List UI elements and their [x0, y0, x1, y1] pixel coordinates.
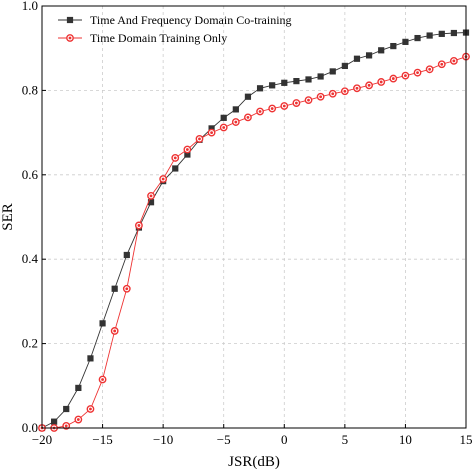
data-point: [450, 29, 457, 37]
data-point: [365, 52, 373, 59]
y-tick-label: 1.0: [22, 0, 38, 13]
data-point-center: [210, 131, 214, 135]
data-point: [426, 32, 433, 39]
data-point-center: [125, 287, 129, 291]
data-point-center: [428, 67, 432, 71]
x-tick-label: 15: [460, 432, 473, 447]
data-point: [378, 47, 385, 54]
data-point-center: [222, 126, 226, 129]
x-tick-label: 5: [342, 432, 349, 447]
data-point-center: [258, 110, 262, 113]
data-point-center: [234, 120, 238, 124]
data-point-center: [185, 148, 189, 151]
legend-item-1: Time And Frequency Domain Co-training: [58, 13, 292, 27]
data-point-center: [319, 95, 323, 99]
data-point: [256, 85, 264, 92]
data-point: [123, 251, 130, 259]
data-point: [232, 106, 239, 113]
legend-marker-center: [68, 36, 72, 40]
data-point: [390, 42, 397, 50]
x-tick-label: −10: [153, 432, 173, 447]
data-point: [51, 418, 58, 425]
y-axis-label: SER: [0, 203, 16, 231]
data-point-center: [452, 59, 456, 63]
data-point: [293, 78, 300, 85]
data-point-center: [367, 83, 371, 87]
data-point-center: [307, 98, 310, 102]
data-point-center: [355, 86, 359, 90]
y-tick-label: 0.2: [22, 336, 38, 351]
data-point-center: [331, 92, 335, 96]
data-point: [269, 82, 276, 89]
series-2: [38, 52, 470, 432]
axis-ticks: −20 −15 −10 −5 0 5 10 15 0.0 0.2 0.4 0.6 0.8 1.0: [22, 0, 473, 447]
data-point-center: [343, 89, 347, 93]
y-tick-label: 0.8: [22, 82, 38, 97]
data-point-center: [246, 116, 250, 119]
data-point-center: [379, 80, 383, 84]
data-point-center: [137, 224, 141, 227]
data-point-center: [391, 77, 395, 80]
data-point-center: [161, 177, 165, 181]
data-point-center: [282, 104, 286, 108]
data-point: [63, 405, 70, 413]
x-tick-label: −15: [92, 432, 112, 447]
data-point-center: [76, 418, 80, 421]
data-point: [244, 93, 252, 100]
data-point: [317, 73, 324, 80]
data-point-center: [404, 74, 407, 78]
x-tick-label: 0: [281, 432, 288, 447]
data-point-center: [295, 101, 298, 105]
data-point: [111, 285, 118, 292]
legend-item-2: Time Domain Training Only: [58, 31, 227, 45]
data-point: [75, 384, 82, 392]
legend: Time And Frequency Domain Co-training Tim…: [58, 13, 292, 45]
y-tick-label: 0.6: [22, 167, 39, 182]
data-point: [281, 79, 288, 86]
data-point: [402, 38, 409, 45]
legend-label: Time Domain Training Only: [90, 31, 227, 45]
data-point: [414, 34, 421, 42]
data-point: [438, 30, 445, 37]
data-point-center: [101, 378, 104, 381]
data-point: [353, 55, 361, 62]
data-point-center: [64, 424, 68, 428]
data-point-center: [173, 156, 177, 160]
data-point: [172, 165, 179, 172]
data-point: [87, 355, 94, 362]
data-point-center: [89, 407, 92, 411]
plot-frame: [41, 5, 467, 429]
data-point: [99, 320, 106, 327]
data-point-center: [198, 137, 201, 141]
data-point: [329, 68, 336, 75]
x-tick-label: 10: [399, 432, 412, 447]
data-point: [305, 76, 312, 83]
data-point-center: [113, 329, 117, 333]
x-tick-label: −20: [32, 432, 52, 447]
y-tick-label: 0.4: [22, 251, 39, 266]
y-tick-label: 0.0: [22, 420, 38, 435]
legend-label: Time And Frequency Domain Co-training: [90, 13, 292, 27]
data-point: [341, 62, 348, 70]
data-point-center: [416, 71, 419, 75]
series-group: [38, 29, 470, 432]
legend-marker: [66, 16, 74, 24]
data-point: [220, 114, 227, 121]
data-point-center: [440, 62, 444, 66]
x-tick-label: −5: [217, 432, 231, 447]
data-point-center: [149, 194, 153, 198]
data-point-center: [270, 107, 274, 110]
x-axis-label: JSR(dB): [228, 454, 280, 470]
